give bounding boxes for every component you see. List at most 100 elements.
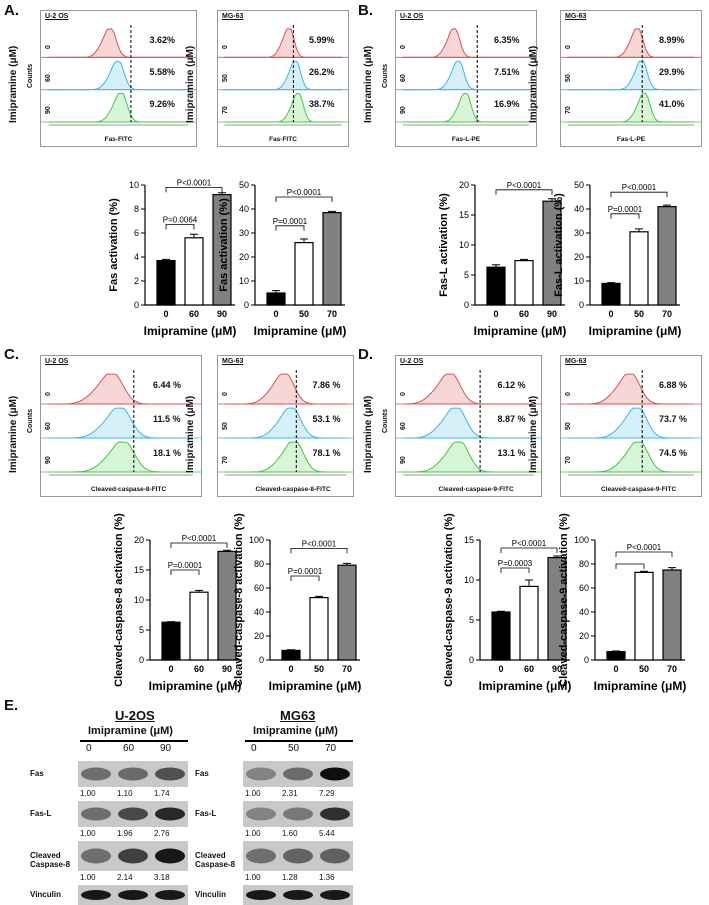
dose-label: 50	[222, 421, 229, 430]
protein-band	[320, 890, 350, 900]
y-tick-label: 15	[134, 565, 144, 575]
dose-label: 0	[565, 45, 572, 50]
significance-bracket	[290, 575, 320, 581]
x-axis-title: Imipramine (μM)	[144, 324, 237, 338]
protein-band	[320, 848, 350, 864]
x-tick-label: 90	[217, 309, 227, 319]
percent-positive: 6.44 %	[153, 380, 182, 391]
band-quantification: 1.10	[117, 789, 133, 798]
protein-band	[155, 848, 185, 864]
flow-y-axis-label: Imipramine (μM)	[363, 45, 374, 123]
blot-band-label: Fas	[195, 769, 209, 778]
p-value-label: P=0.0064	[163, 216, 198, 225]
blot-band-label: Vinculin	[30, 890, 61, 899]
percent-positive: 5.58%	[149, 67, 176, 78]
y-tick-label: 80	[254, 559, 264, 569]
blot-strip	[243, 885, 353, 905]
protein-band	[283, 807, 313, 821]
bar-chart-C2: 0 20 40 60 80 100 0 50 70 P=0.0001 P<0.0001 Imipram…	[233, 513, 361, 693]
p-value-label: P=0.0001	[288, 567, 323, 576]
p-value-label: P<0.0001	[512, 539, 547, 548]
dose-label: 90	[400, 455, 407, 464]
panel-label-b: B.	[358, 2, 373, 19]
bar	[519, 585, 539, 661]
y-tick-label: 30	[574, 228, 584, 238]
blot-strip	[78, 841, 188, 871]
x-tick-label: 70	[667, 664, 677, 674]
protein-band	[118, 890, 148, 900]
protein-band	[246, 807, 276, 821]
x-tick-label: 50	[639, 664, 649, 674]
error-bar	[635, 228, 643, 232]
blot-treatment-label: Imipramine (μM)	[88, 725, 173, 737]
y-tick-label: 5	[139, 625, 144, 635]
histogram-overlay	[396, 25, 536, 126]
blot-strip	[78, 761, 188, 787]
y-tick-label: 40	[254, 607, 264, 617]
x-tick-label: 0	[163, 309, 168, 319]
error-bar	[218, 192, 226, 195]
band-quantification: 1.74	[154, 789, 170, 798]
blot-cell-line-title: MG63	[280, 708, 316, 723]
y-tick-label: 20	[579, 631, 589, 641]
flow-y-axis-label: Imipramine (μM)	[8, 395, 19, 473]
histogram-overlay	[218, 370, 353, 476]
p-value-label: P<0.0001	[177, 178, 212, 187]
percent-positive: 7.51%	[494, 67, 520, 78]
y-tick-label: 0	[469, 655, 474, 665]
percent-positive: 8.87 %	[497, 414, 526, 425]
flow-histogram-box: MG-63 0 6.88 % 50 73.7 % 70 74.5 % Cleaved-casp…	[560, 355, 702, 497]
histogram-overlay	[396, 370, 541, 476]
blot-strip	[243, 841, 353, 871]
blot-band-label: Fas	[30, 769, 44, 778]
panel-label-e: E.	[4, 697, 19, 714]
y-tick-label: 100	[574, 535, 589, 545]
significance-bracket	[495, 189, 553, 195]
counts-label: Counts	[382, 408, 389, 433]
dose-label: 70	[222, 455, 229, 464]
band-quantification: 7.29	[319, 789, 335, 798]
flow-histogram-box: MG-63 0 8.99% 50 29.9% 70 41.0% Fas-L-PE	[560, 10, 702, 147]
percent-positive: 73.7 %	[659, 414, 688, 425]
significance-bracket	[610, 191, 668, 198]
y-tick-label: 50	[239, 180, 249, 190]
counts-label: Counts	[27, 408, 34, 433]
band-quantification: 1.00	[80, 873, 96, 882]
dose-label: 60	[400, 421, 407, 430]
band-quantification: 1.36	[319, 873, 335, 882]
blot-band-label: Vinculin	[195, 890, 226, 899]
percent-positive: 38.7%	[309, 99, 335, 110]
flow-y-axis-label: Imipramine (μM)	[528, 45, 539, 123]
protein-band	[283, 848, 313, 864]
bar	[601, 282, 621, 306]
percent-positive: 26.2%	[309, 67, 335, 78]
y-tick-label: 10	[239, 276, 249, 286]
bar	[322, 211, 342, 306]
band-quantification: 1.00	[245, 789, 261, 798]
significance-bracket	[170, 542, 228, 548]
x-tick-label: 0	[613, 664, 618, 674]
error-bar	[223, 549, 231, 552]
dose-label: 60	[400, 73, 407, 82]
error-bar	[287, 649, 295, 651]
cell-line-label: U-2 OS	[400, 13, 424, 20]
y-tick-label: 0	[244, 300, 249, 310]
significance-bracket	[290, 548, 348, 554]
y-tick-label: 20	[239, 252, 249, 262]
error-bar	[663, 204, 671, 207]
x-tick-label: 60	[524, 664, 534, 674]
y-tick-label: 0	[579, 300, 584, 310]
significance-bracket	[500, 567, 530, 573]
cell-line-label: MG-63	[565, 13, 587, 20]
y-axis-title: Fas activation (%)	[108, 198, 120, 292]
protein-band	[81, 890, 111, 900]
p-value-label: P<0.0001	[507, 181, 542, 190]
error-bar	[548, 198, 556, 202]
flow-x-axis-label: Fas-FITC	[269, 136, 297, 143]
x-tick-label: 0	[498, 664, 503, 674]
p-value-label: P=0.0001	[168, 561, 203, 570]
x-axis-title: Imipramine (μM)	[594, 679, 687, 693]
blot-dose-label: 70	[325, 743, 337, 754]
significance-bracket	[165, 187, 223, 193]
p-value-label: P=0.0003	[498, 559, 533, 568]
